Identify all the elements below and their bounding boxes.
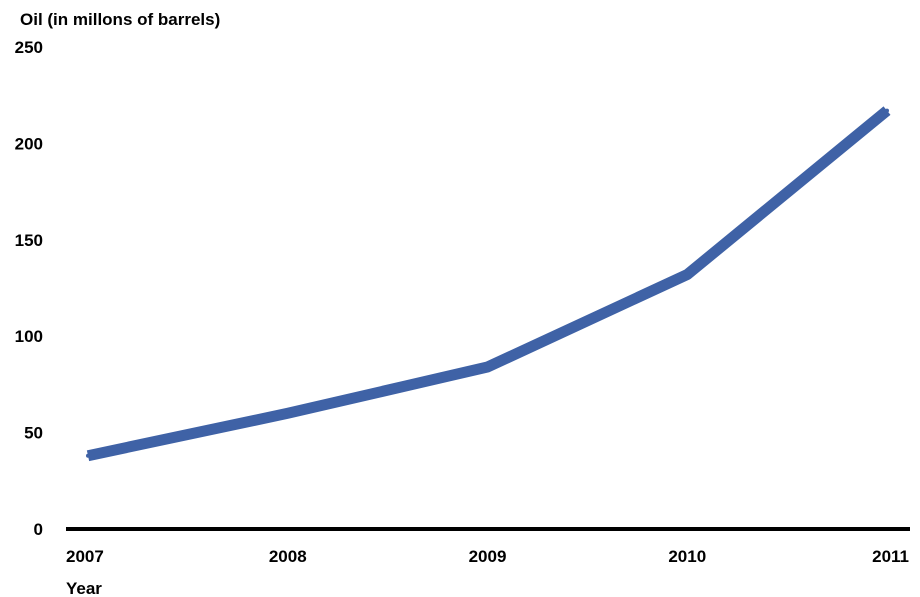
data-point [285,411,290,416]
series-line [86,106,891,462]
data-point [485,365,490,370]
x-axis-title: Year [66,579,102,597]
y-tick-label: 50 [24,424,43,443]
data-point [885,108,889,113]
x-tick-labels: 2007 2008 2009 2010 2011 [66,547,909,566]
y-tick-label: 0 [34,520,43,539]
x-tick-label: 2008 [269,547,307,566]
y-tick-label: 200 [15,134,43,153]
data-point [86,453,90,458]
data-points [86,108,889,458]
y-axis-title: Oil (in millons of barrels) [20,10,220,29]
x-tick-label: 2007 [66,547,104,566]
x-tick-label: 2010 [668,547,706,566]
y-tick-label: 100 [15,327,43,346]
y-tick-label: 150 [15,231,43,250]
y-tick-labels: 0 50 100 150 200 250 [15,38,43,539]
x-tick-label: 2011 [872,547,909,566]
data-point [685,272,690,277]
y-tick-label: 250 [15,38,43,57]
x-tick-label: 2009 [469,547,507,566]
